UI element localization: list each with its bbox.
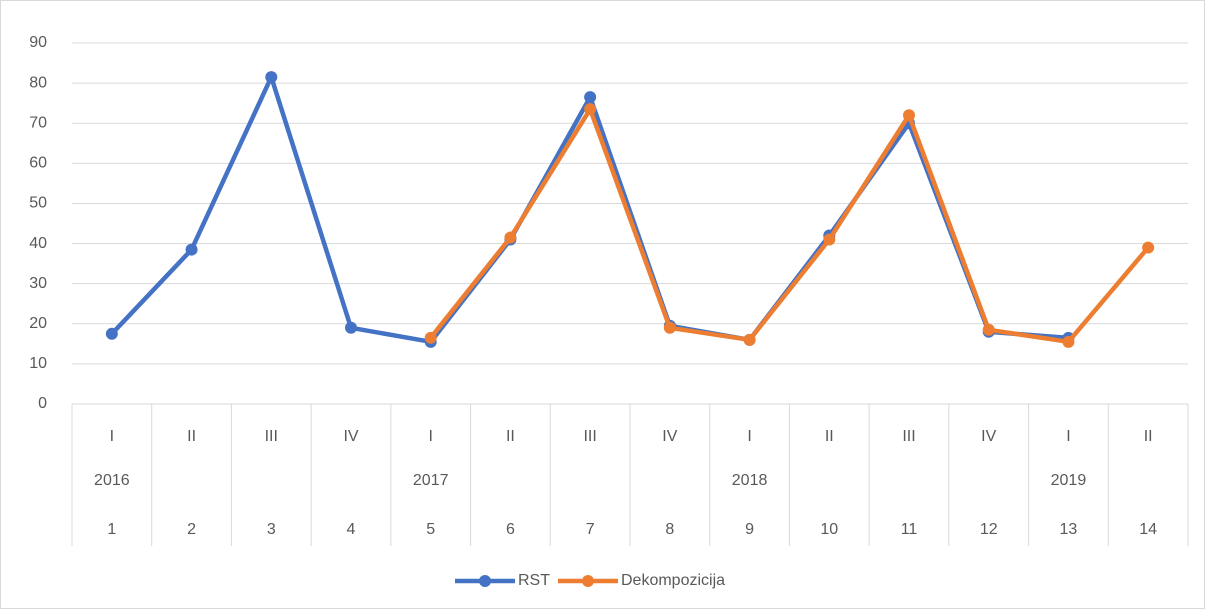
x-tick-label: 14 bbox=[1139, 521, 1157, 538]
y-tick-label: 80 bbox=[29, 74, 47, 91]
legend-marker bbox=[479, 575, 491, 587]
x-tick-label: I bbox=[110, 428, 114, 445]
data-point bbox=[265, 71, 278, 84]
x-tick-label: 10 bbox=[820, 521, 838, 538]
legend-label: RST bbox=[518, 572, 550, 589]
x-tick-label: III bbox=[902, 428, 915, 445]
x-tick-label: 5 bbox=[426, 521, 435, 538]
x-tick-label: 8 bbox=[665, 521, 674, 538]
data-point bbox=[185, 243, 198, 256]
x-tick-label: 7 bbox=[586, 521, 595, 538]
data-point bbox=[584, 103, 597, 116]
x-tick-label: 1 bbox=[107, 521, 116, 538]
x-tick-label: 2 bbox=[187, 521, 196, 538]
y-tick-label: 70 bbox=[29, 114, 47, 131]
x-tick-label: 12 bbox=[980, 521, 998, 538]
x-tick-label: 9 bbox=[745, 521, 754, 538]
series-line bbox=[428, 106, 1150, 345]
y-tick-label: 10 bbox=[29, 355, 47, 372]
data-point bbox=[105, 327, 118, 340]
x-tick-label: II bbox=[506, 428, 515, 445]
x-tick-label: III bbox=[265, 428, 278, 445]
x-tick-label: 11 bbox=[901, 521, 918, 538]
data-point bbox=[982, 323, 995, 336]
data-point bbox=[1062, 335, 1075, 348]
data-point bbox=[663, 321, 676, 334]
y-tick-label: 30 bbox=[29, 275, 47, 292]
x-tick-label: II bbox=[1144, 428, 1153, 445]
x-tick-label: IV bbox=[343, 428, 358, 445]
x-tick-label: II bbox=[187, 428, 196, 445]
x-tick-label: IV bbox=[981, 428, 996, 445]
x-tick-label: 2017 bbox=[413, 472, 449, 489]
legend-marker bbox=[582, 575, 594, 587]
x-tick-label: I bbox=[428, 428, 432, 445]
x-tick-label: 4 bbox=[347, 521, 356, 538]
data-point bbox=[823, 233, 836, 246]
data-point bbox=[424, 331, 437, 344]
legend-label: Dekompozicija bbox=[621, 572, 725, 589]
x-tick-label: IV bbox=[662, 428, 677, 445]
data-point bbox=[743, 333, 756, 346]
x-tick-label: I bbox=[747, 428, 751, 445]
y-tick-label: 50 bbox=[29, 195, 47, 212]
x-tick-label: 2016 bbox=[94, 472, 130, 489]
data-point bbox=[345, 321, 357, 334]
y-tick-label: 40 bbox=[29, 235, 47, 252]
data-point bbox=[1142, 241, 1155, 254]
x-tick-label: II bbox=[825, 428, 834, 445]
x-tick-label: 2018 bbox=[732, 472, 768, 489]
x-tick-label: I bbox=[1066, 428, 1070, 445]
data-point bbox=[504, 231, 517, 244]
y-tick-label: 20 bbox=[29, 315, 47, 332]
x-tick-label: 3 bbox=[267, 521, 276, 538]
y-tick-label: 0 bbox=[38, 395, 47, 412]
data-point bbox=[903, 109, 915, 122]
data-point bbox=[584, 91, 597, 104]
x-tick-label: 13 bbox=[1060, 521, 1078, 538]
x-tick-label: III bbox=[583, 428, 596, 445]
x-tick-label: 2019 bbox=[1051, 472, 1087, 489]
y-tick-label: 60 bbox=[29, 155, 47, 172]
y-tick-label: 90 bbox=[29, 34, 47, 51]
x-tick-label: 6 bbox=[506, 521, 515, 538]
